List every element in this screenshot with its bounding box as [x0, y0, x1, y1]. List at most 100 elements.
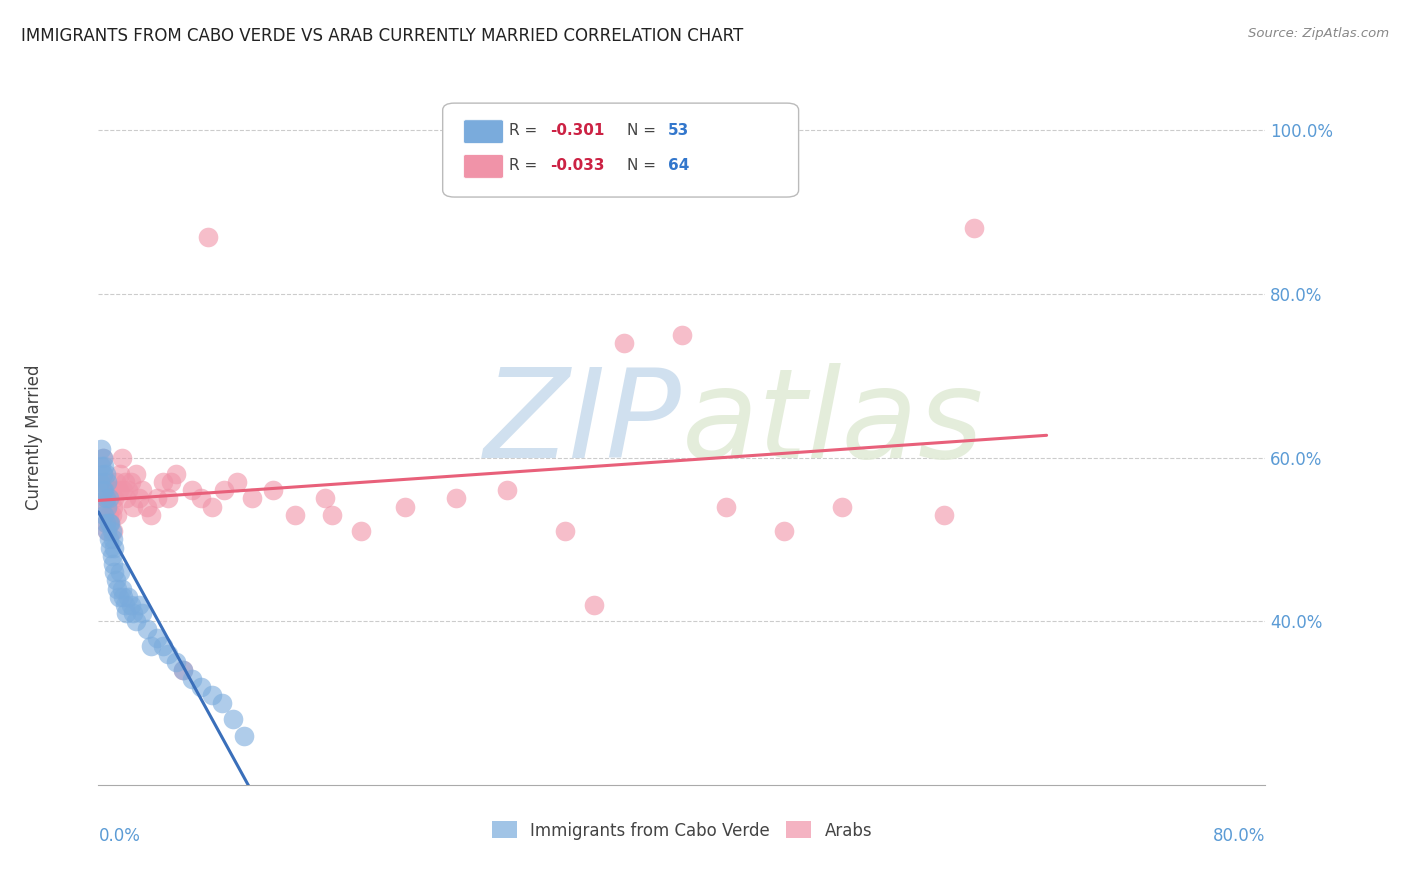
Text: Source: ZipAtlas.com: Source: ZipAtlas.com: [1249, 27, 1389, 40]
Point: [97, 508, 120, 522]
Point: [93, 508, 115, 522]
Point: [100, 508, 122, 522]
Point: [554, 524, 576, 539]
Point: [93, 483, 115, 498]
Point: [773, 524, 796, 539]
Point: [89, 475, 111, 489]
Point: [120, 475, 142, 489]
Point: [101, 524, 124, 539]
Text: -0.033: -0.033: [550, 158, 605, 173]
Point: [93, 458, 115, 473]
Point: [101, 557, 124, 571]
Text: N =: N =: [627, 158, 661, 173]
Point: [97, 516, 120, 530]
Point: [496, 483, 519, 498]
Point: [128, 491, 150, 506]
Point: [211, 696, 233, 710]
Point: [96, 524, 118, 539]
Text: N =: N =: [627, 123, 661, 138]
Point: [314, 491, 336, 506]
Point: [98, 491, 121, 506]
Point: [122, 500, 145, 514]
Point: [157, 647, 180, 661]
Point: [197, 229, 219, 244]
Point: [91, 450, 114, 465]
FancyBboxPatch shape: [464, 120, 503, 144]
Point: [190, 491, 212, 506]
Point: [114, 598, 136, 612]
Point: [111, 450, 134, 465]
Point: [152, 639, 174, 653]
Point: [394, 500, 416, 514]
Point: [111, 582, 134, 596]
Point: [135, 500, 157, 514]
Point: [110, 565, 132, 579]
Text: 53: 53: [668, 123, 689, 138]
Point: [110, 467, 132, 481]
Point: [91, 450, 114, 465]
Point: [131, 483, 153, 498]
Point: [612, 335, 634, 350]
Point: [93, 475, 115, 489]
Text: R =: R =: [509, 158, 543, 173]
Point: [90, 442, 112, 457]
Point: [104, 574, 127, 588]
Point: [105, 582, 128, 596]
Point: [146, 491, 169, 506]
Point: [233, 729, 256, 743]
Point: [103, 541, 125, 555]
Text: R =: R =: [509, 123, 543, 138]
Point: [94, 516, 117, 530]
Point: [96, 500, 118, 514]
FancyBboxPatch shape: [464, 154, 503, 178]
Point: [94, 516, 117, 530]
Text: -0.301: -0.301: [550, 123, 605, 138]
Point: [201, 688, 224, 702]
Point: [962, 221, 984, 235]
Point: [94, 467, 117, 481]
Point: [160, 475, 183, 489]
Text: 0.0%: 0.0%: [98, 827, 141, 845]
Point: [583, 598, 606, 612]
Point: [240, 491, 263, 506]
Point: [135, 623, 157, 637]
Point: [103, 491, 125, 506]
Point: [157, 491, 180, 506]
Point: [125, 467, 148, 481]
Point: [96, 524, 118, 539]
Point: [201, 500, 224, 514]
Point: [97, 491, 120, 506]
Text: atlas: atlas: [682, 363, 984, 483]
Point: [120, 598, 142, 612]
Point: [284, 508, 307, 522]
Point: [105, 508, 128, 522]
Text: 64: 64: [668, 158, 689, 173]
Point: [104, 475, 127, 489]
Point: [321, 508, 343, 522]
Point: [90, 483, 112, 498]
Point: [100, 549, 122, 563]
Point: [91, 467, 114, 481]
Point: [94, 491, 117, 506]
Text: IMMIGRANTS FROM CABO VERDE VS ARAB CURRENTLY MARRIED CORRELATION CHART: IMMIGRANTS FROM CABO VERDE VS ARAB CURRE…: [21, 27, 744, 45]
Point: [122, 606, 145, 620]
Point: [671, 327, 693, 342]
FancyBboxPatch shape: [443, 103, 799, 197]
Point: [165, 655, 187, 669]
Text: 80.0%: 80.0%: [1213, 827, 1265, 845]
Point: [100, 483, 122, 498]
Point: [831, 500, 853, 514]
Point: [180, 483, 202, 498]
Point: [94, 491, 117, 506]
Point: [108, 590, 131, 604]
Point: [90, 458, 112, 473]
Point: [139, 639, 162, 653]
Point: [444, 491, 467, 506]
Point: [112, 483, 135, 498]
Point: [262, 483, 284, 498]
Legend: Immigrants from Cabo Verde, Arabs: Immigrants from Cabo Verde, Arabs: [485, 814, 879, 847]
Point: [96, 475, 118, 489]
Point: [108, 483, 131, 498]
Point: [115, 606, 138, 620]
Point: [97, 483, 120, 498]
